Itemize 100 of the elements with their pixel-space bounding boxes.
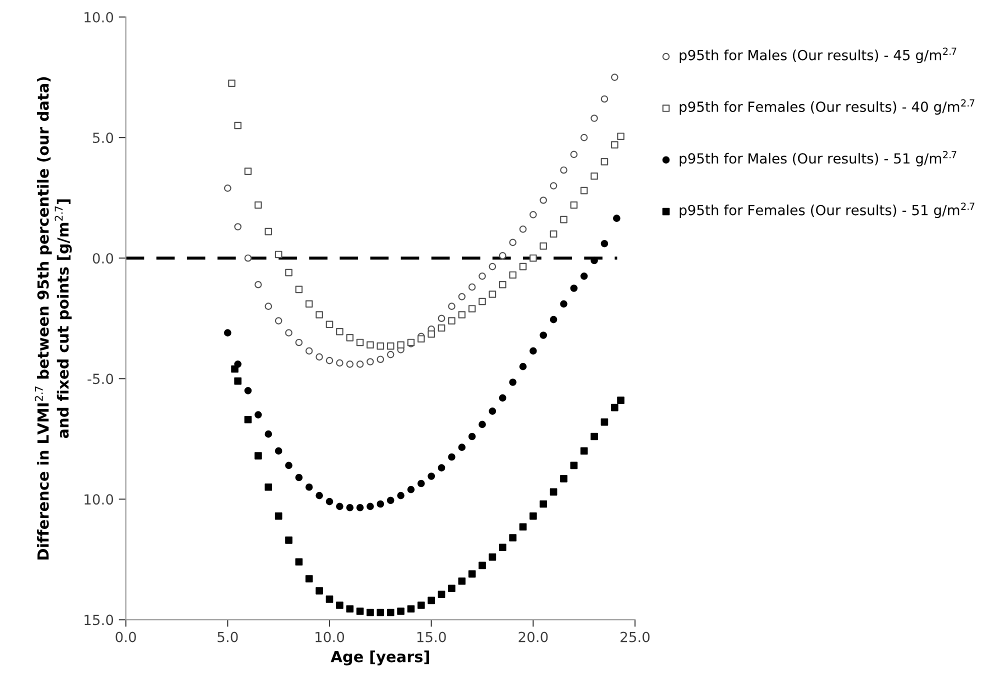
y-tick-label: 10.0: [84, 494, 114, 505]
point: [274, 512, 282, 520]
point: [600, 418, 608, 426]
point: [356, 360, 364, 368]
point: [417, 335, 425, 343]
point: [285, 329, 292, 336]
point: [448, 584, 456, 592]
point: [580, 186, 588, 194]
point: [580, 134, 588, 142]
point: [305, 575, 313, 582]
legend-label: p95th for Males (Our results) - 51 g/m$^{2.7}$: [680, 150, 956, 166]
point: [356, 608, 364, 615]
point: [478, 420, 486, 428]
point: [570, 150, 578, 158]
y-tick-label: -5.0: [88, 374, 114, 384]
point: [316, 587, 323, 594]
point: [590, 256, 598, 264]
point: [386, 342, 394, 350]
point: [509, 271, 516, 279]
point: [295, 338, 303, 346]
point: [468, 570, 476, 578]
point: [458, 311, 466, 318]
point: [438, 590, 446, 598]
point: [366, 608, 374, 616]
point: [264, 483, 272, 491]
point: [610, 404, 618, 412]
point: [305, 483, 313, 491]
point: [550, 488, 558, 496]
point: [540, 500, 548, 508]
point: [530, 254, 537, 262]
point: [356, 504, 364, 512]
point: [530, 347, 537, 355]
point: [519, 226, 527, 233]
point: [366, 502, 374, 510]
point: [397, 341, 404, 349]
point: [438, 324, 446, 332]
point: [264, 430, 272, 438]
point: [550, 316, 558, 324]
point: [305, 300, 313, 308]
point: [336, 328, 344, 336]
point: [560, 300, 568, 308]
point: [580, 272, 588, 280]
point: [254, 452, 262, 460]
point: [346, 605, 354, 613]
point: [498, 394, 506, 402]
point: [488, 262, 496, 270]
point: [285, 462, 292, 470]
y-tick-label: 15.0: [84, 614, 114, 626]
point: [580, 447, 588, 455]
point: [570, 201, 578, 209]
point: [530, 211, 537, 218]
point: [478, 562, 486, 570]
point: [285, 536, 292, 544]
point: [488, 290, 496, 298]
point: [234, 122, 242, 130]
point: [509, 238, 516, 246]
y-tick-label: 10.0: [84, 12, 114, 22]
point: [264, 302, 272, 310]
point: [295, 558, 303, 566]
point: [540, 332, 548, 339]
point: [407, 486, 415, 494]
point: [224, 329, 232, 336]
point: [509, 378, 516, 386]
point: [274, 250, 282, 258]
point: [336, 502, 344, 510]
point: [386, 608, 394, 616]
point: [285, 268, 292, 276]
x-tick-label: 15.0: [417, 632, 446, 642]
point: [590, 432, 598, 440]
x-tick-label: 5.0: [218, 632, 238, 642]
point: [224, 184, 232, 192]
point: [386, 496, 394, 504]
point: [610, 74, 618, 81]
point: [428, 330, 435, 338]
point: [448, 453, 456, 461]
point: [519, 262, 527, 270]
point: [458, 293, 466, 300]
point: [458, 577, 466, 585]
point: [397, 608, 404, 615]
point: [407, 605, 415, 613]
point: [346, 504, 354, 512]
point: [244, 416, 252, 424]
point: [617, 396, 624, 404]
point: [316, 353, 323, 361]
point: [228, 80, 236, 87]
point: [397, 492, 404, 500]
x-tick-label: 25.0: [620, 632, 650, 642]
point: [498, 544, 506, 552]
point: [305, 347, 313, 355]
point: [570, 462, 578, 470]
point: [560, 475, 568, 482]
point: [560, 166, 568, 174]
x-tick-label: 0.0: [116, 632, 136, 642]
point: [264, 228, 272, 236]
point: [244, 168, 252, 175]
point: [488, 408, 496, 415]
point: [326, 596, 334, 603]
point: [336, 602, 344, 609]
point: [376, 356, 384, 364]
point: [316, 311, 323, 318]
